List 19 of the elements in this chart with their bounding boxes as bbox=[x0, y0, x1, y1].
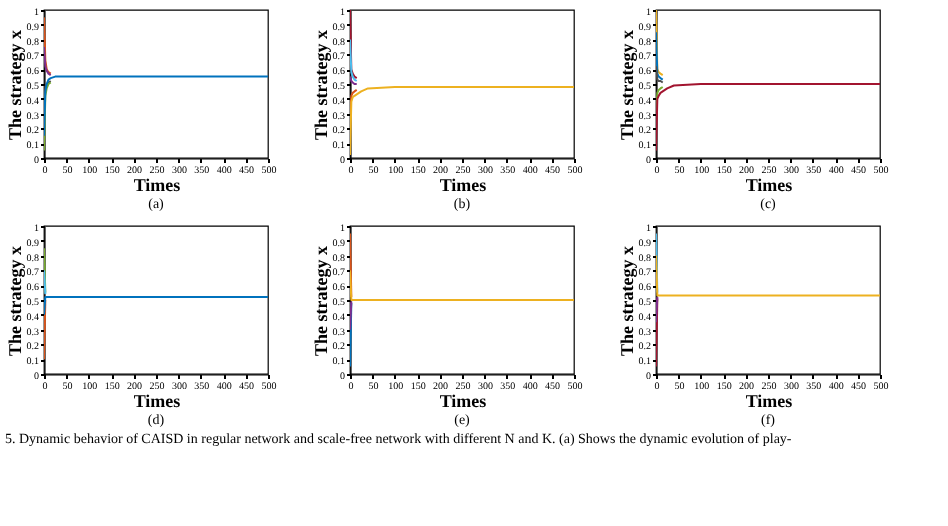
line-series bbox=[44, 75, 268, 137]
y-axis-title: The strategy x bbox=[4, 245, 25, 356]
x-axis-title: Times bbox=[439, 391, 488, 411]
y-axis-title: The strategy x bbox=[616, 29, 637, 140]
y-axis-title: The strategy x bbox=[4, 29, 25, 140]
y-axis-title: The strategy x bbox=[310, 245, 331, 356]
line-series bbox=[656, 83, 880, 152]
line-series bbox=[350, 38, 358, 83]
line-series bbox=[656, 65, 664, 84]
line-series bbox=[656, 31, 664, 81]
x-axis-title: Times bbox=[133, 175, 182, 195]
y-axis-title: The strategy x bbox=[310, 29, 331, 140]
line-series bbox=[44, 16, 52, 75]
x-axis-title: Times bbox=[745, 175, 794, 195]
y-axis-title: The strategy x bbox=[616, 245, 637, 356]
x-axis-title: Times bbox=[439, 175, 488, 195]
line-series bbox=[44, 46, 52, 77]
x-axis-title: Times bbox=[133, 391, 182, 411]
x-axis-title: Times bbox=[745, 391, 794, 411]
